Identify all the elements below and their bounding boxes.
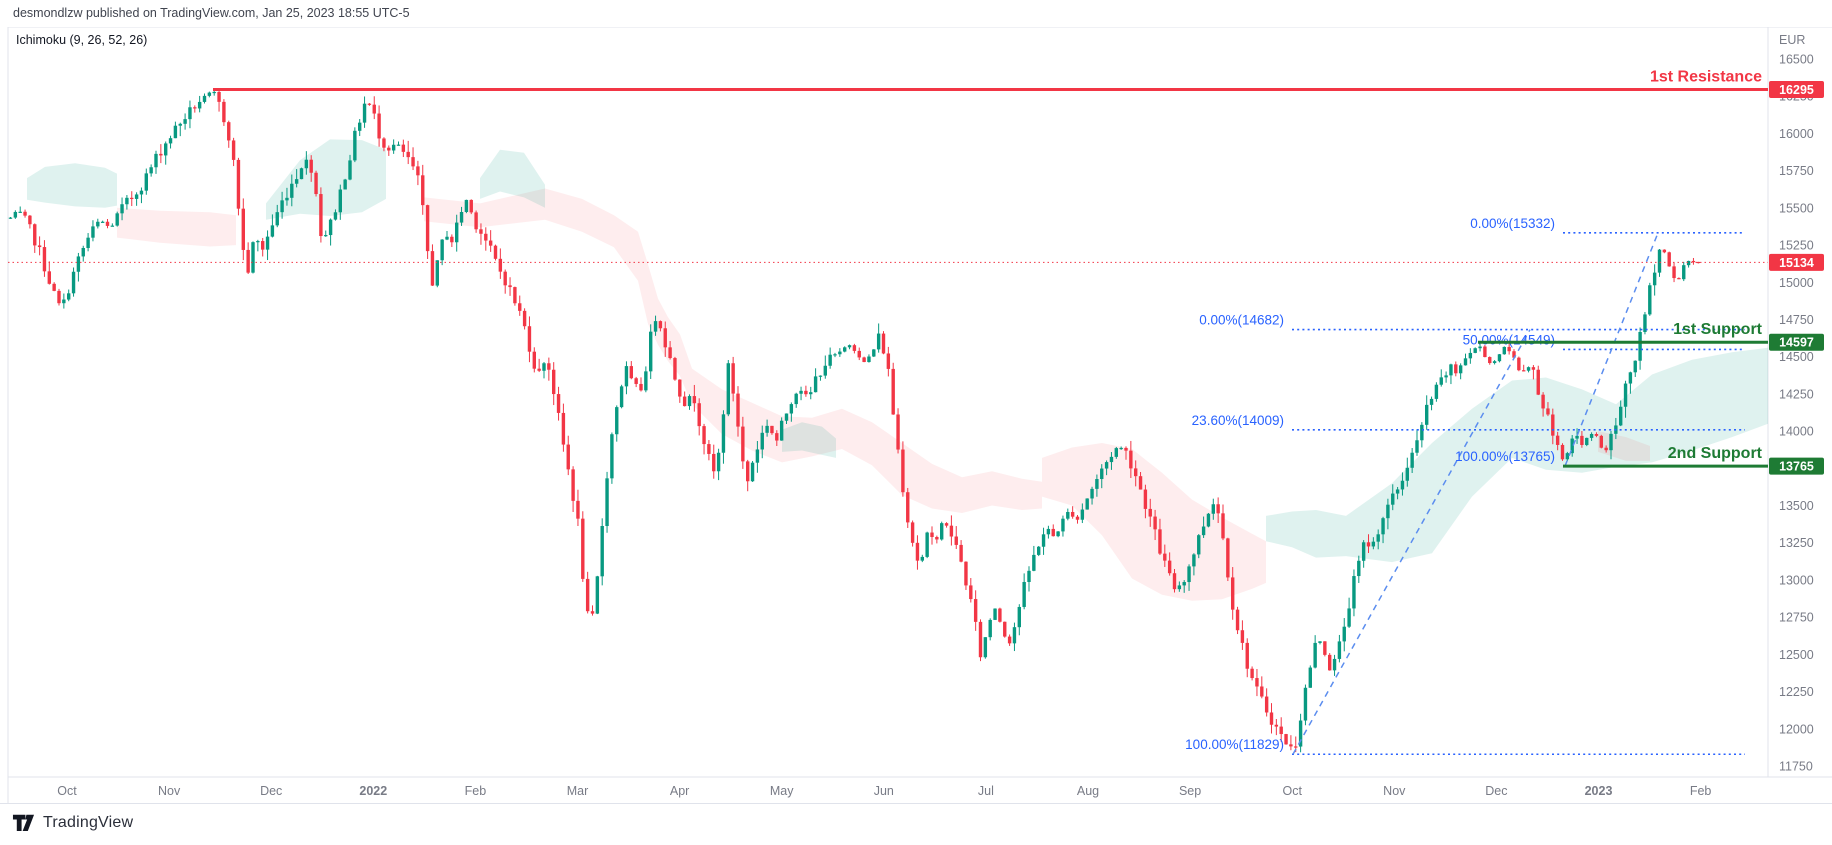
- fib-trendline[interactable]: [1564, 232, 1659, 467]
- 2nd-support-label: 2nd Support: [1668, 445, 1763, 462]
- price-badge: [1769, 333, 1824, 351]
- y-axis-tick-label: 14750: [1779, 313, 1814, 327]
- x-axis-tick-label: Aug: [1077, 784, 1099, 798]
- cloud-green-segment: [1266, 510, 1346, 558]
- y-axis-tick-label: 16500: [1779, 53, 1814, 67]
- y-axis-tick-label: 15250: [1779, 239, 1814, 253]
- footer-bar: TradingView: [0, 803, 1832, 841]
- y-axis-tick-label: 13500: [1779, 499, 1814, 513]
- cloud-green-segment: [266, 139, 386, 220]
- support-resistance-lines[interactable]: 1st Resistance 1st Support 2nd Support: [213, 69, 1768, 468]
- x-axis-tick-label: Dec: [1485, 784, 1507, 798]
- x-axis-tick-label: Sep: [1179, 784, 1201, 798]
- x-axis-tick-label: Nov: [158, 784, 181, 798]
- x-axis-tick-label: Feb: [1690, 784, 1712, 798]
- 1st-support-label: 1st Support: [1673, 321, 1763, 338]
- currency-axis-label: EUR: [1779, 33, 1806, 47]
- price-badge: [1769, 253, 1824, 271]
- x-axis-tick-label: Apr: [670, 784, 689, 798]
- price-badges: 16295 14597 13765 15134: [1769, 81, 1824, 475]
- cloud-green-segment: [480, 149, 545, 208]
- indicator-label: Ichimoku (9, 26, 52, 26): [16, 33, 148, 47]
- x-axis-tick-label: 2022: [359, 784, 387, 798]
- cloud-green-segment: [782, 422, 836, 458]
- cloud-red-segment: [692, 368, 1042, 513]
- x-axis-tick-label: Jul: [978, 784, 994, 798]
- y-axis-tick-label: 14000: [1779, 425, 1814, 439]
- cloud-green-segment: [1346, 347, 1768, 563]
- tradingview-logo-icon[interactable]: [12, 809, 35, 837]
- fib-retracement-drawings[interactable]: 0.00%(14682) 23.60%(14009) 100.00%(11829) 0…: [1185, 216, 1745, 756]
- y-axis-tick-label: 15750: [1779, 164, 1814, 178]
- price-badge-value: 13765: [1779, 460, 1814, 474]
- chart-frame: [7, 26, 1832, 803]
- x-axis-tick-label: Dec: [260, 784, 282, 798]
- tradingview-brand-text[interactable]: TradingView: [43, 813, 134, 831]
- cloud-red-segment: [424, 188, 692, 405]
- x-axis-tick-label: 2023: [1585, 784, 1613, 798]
- y-axis-tick-label: 14250: [1779, 387, 1814, 401]
- y-axis-tick-label: 16000: [1779, 127, 1814, 141]
- y-axis-tick-label: 13250: [1779, 536, 1814, 550]
- axes: 11750 12000 12250 12500 12750 13000 13250 13500…: [57, 53, 1814, 799]
- fib-level-label: 0.00%(14682): [1199, 313, 1284, 328]
- cloud-red-segment: [117, 207, 236, 247]
- y-axis-tick-label: 13000: [1779, 573, 1814, 587]
- candlestick-series: [8, 89, 1700, 753]
- fib-trendline[interactable]: [1292, 329, 1531, 755]
- y-axis-tick-label: 15500: [1779, 201, 1814, 215]
- cloud-green-segment: [27, 163, 117, 208]
- y-axis-tick-label: 14500: [1779, 350, 1814, 364]
- price-badge-value: 16295: [1779, 83, 1814, 97]
- y-axis-tick-label: 12250: [1779, 685, 1814, 699]
- price-badge-value: 15134: [1779, 256, 1814, 270]
- x-axis-tick-label: May: [770, 784, 794, 798]
- y-axis-tick-label: 12500: [1779, 648, 1814, 662]
- x-axis-tick-label: Jun: [874, 784, 894, 798]
- ichimoku-cloud: [27, 139, 1768, 601]
- 1st-resistance-label: 1st Resistance: [1650, 69, 1762, 86]
- x-axis-tick-label: Nov: [1383, 784, 1406, 798]
- price-badge: [1769, 457, 1824, 475]
- fib-level-label: 100.00%(13765): [1455, 449, 1555, 464]
- x-axis-tick-label: Feb: [465, 784, 487, 798]
- fib-level-label: 0.00%(15332): [1470, 216, 1555, 231]
- y-axis-tick-label: 15000: [1779, 276, 1814, 290]
- y-axis-tick-label: 12000: [1779, 722, 1814, 736]
- x-axis-tick-label: Mar: [567, 784, 589, 798]
- y-axis-tick-label: 12750: [1779, 611, 1814, 625]
- fib-level-label: 50.00%(14549): [1463, 332, 1555, 347]
- price-badge-value: 14597: [1779, 336, 1814, 350]
- x-axis-tick-label: Oct: [57, 784, 77, 798]
- fib-level-label: 100.00%(11829): [1185, 737, 1284, 752]
- price-badge: [1769, 81, 1824, 99]
- y-axis-tick-label: 11750: [1779, 760, 1813, 774]
- x-axis-tick-label: Oct: [1282, 784, 1302, 798]
- publish-byline: desmondlzw published on TradingView.com,…: [0, 0, 1832, 27]
- fib-level-label: 23.60%(14009): [1192, 413, 1284, 428]
